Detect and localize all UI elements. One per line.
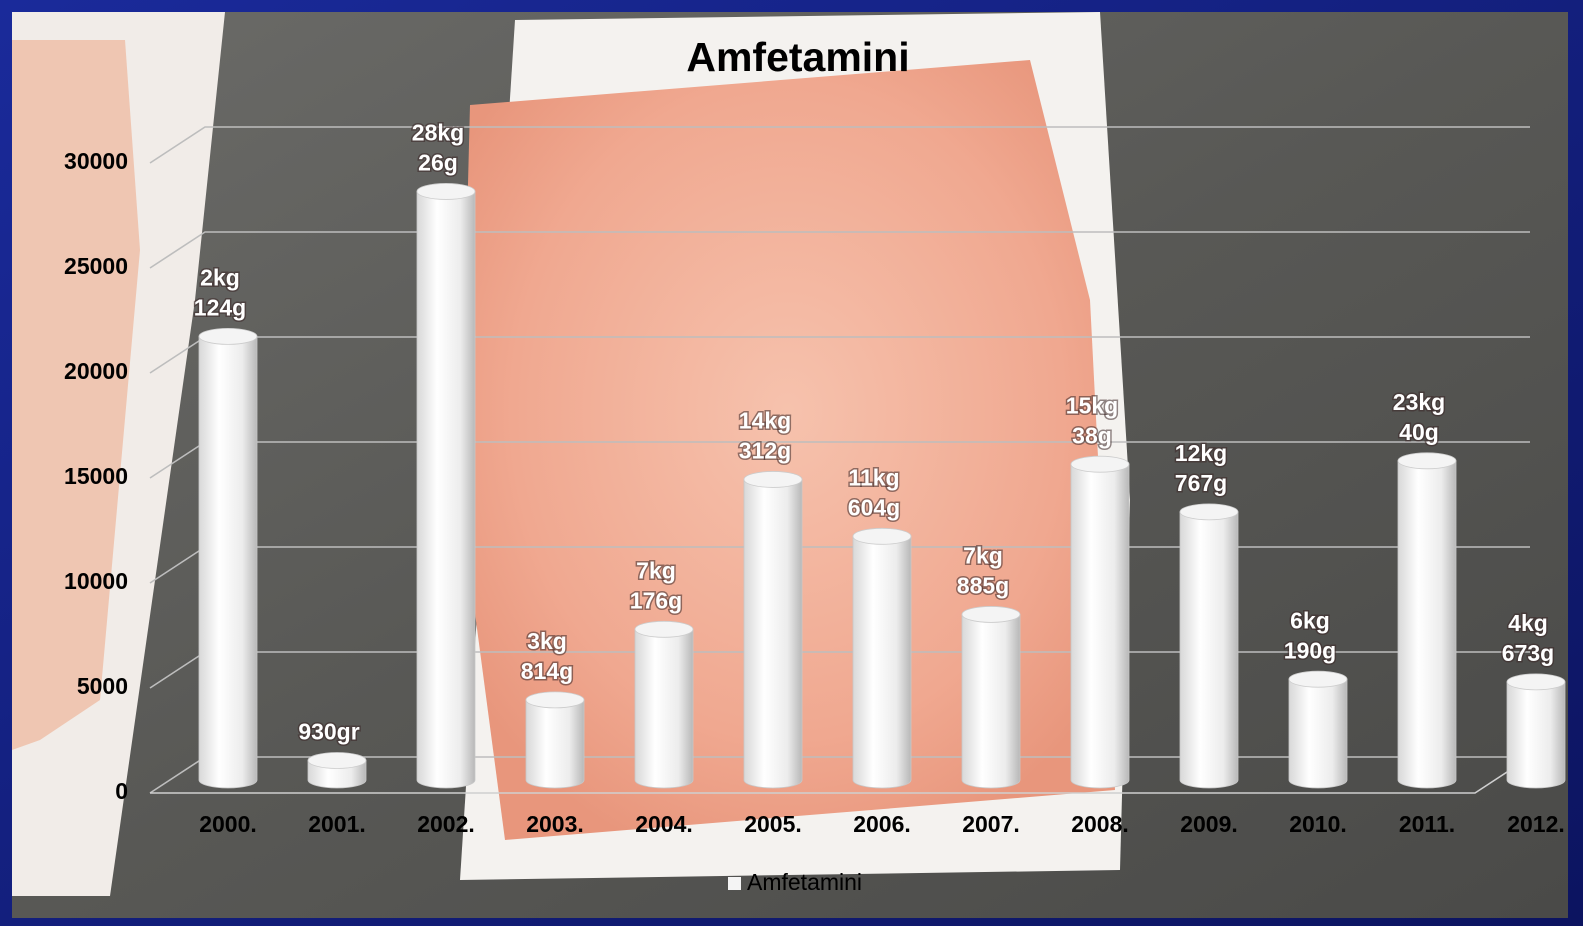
x-tick-label: 2012. [1507, 811, 1565, 837]
value-label: 7kg [636, 557, 676, 583]
value-label: 6kg [1290, 607, 1330, 633]
x-tick-label: 2005. [744, 811, 802, 837]
value-label: 23kg [1393, 389, 1445, 415]
x-tick-label: 2008. [1071, 811, 1129, 837]
y-tick-label: 0 [115, 778, 128, 804]
bar-body [962, 614, 1020, 788]
value-label: 604g [848, 494, 900, 520]
value-label: 2kg [200, 264, 240, 290]
bar-top [199, 328, 257, 344]
bar-top [962, 606, 1020, 622]
page: {"chart_data": {"type": "bar", "title": … [0, 0, 1583, 926]
y-tick-label: 20000 [64, 358, 128, 384]
legend-label: Amfetamini [747, 869, 862, 895]
value-label: 190g [1284, 637, 1336, 663]
y-tick-label: 5000 [77, 673, 128, 699]
value-label: 40g [1399, 419, 1439, 445]
bar [1289, 671, 1347, 788]
value-label: 814g [521, 658, 573, 684]
bar [308, 752, 366, 788]
y-tick-label: 15000 [64, 463, 128, 489]
bar-top [417, 183, 475, 199]
bar-body [1071, 464, 1129, 788]
value-label: 312g [739, 438, 791, 464]
value-label: 673g [1502, 640, 1554, 666]
value-label: 28kg [412, 120, 464, 146]
bar-top [744, 471, 802, 487]
value-label: 12kg [1175, 440, 1227, 466]
x-tick-label: 2007. [962, 811, 1020, 837]
bar-top [635, 621, 693, 637]
legend-swatch [728, 877, 741, 890]
bar [526, 692, 584, 788]
bar-body [744, 479, 802, 788]
bar-body [853, 536, 911, 788]
x-tick-label: 2003. [526, 811, 584, 837]
x-tick-label: 2000. [199, 811, 257, 837]
value-label: 3kg [527, 628, 567, 654]
bar-top [1507, 674, 1565, 690]
bar-body [417, 191, 475, 788]
bar-body [1398, 461, 1456, 788]
value-label: 14kg [739, 408, 791, 434]
bar-top [1071, 456, 1129, 472]
value-label: 767g [1175, 470, 1227, 496]
value-label: 124g [194, 294, 246, 320]
bar [962, 606, 1020, 788]
value-label: 176g [630, 587, 682, 613]
bar-top [526, 692, 584, 708]
value-label: 885g [957, 572, 1009, 598]
bar-top [853, 528, 911, 544]
x-tick-label: 2002. [417, 811, 475, 837]
bar-top [308, 752, 366, 768]
value-label: 15kg [1066, 392, 1118, 418]
bar [853, 528, 911, 788]
x-tick-label: 2006. [853, 811, 911, 837]
value-label: 26g [418, 150, 458, 176]
value-label: 11kg [848, 464, 899, 490]
bar-body [1507, 682, 1565, 788]
bar-top [1289, 671, 1347, 687]
x-tick-label: 2001. [308, 811, 366, 837]
bar-body [1289, 679, 1347, 788]
bar [417, 183, 475, 788]
bar [199, 328, 257, 788]
bar-body [199, 336, 257, 788]
x-tick-label: 2009. [1180, 811, 1238, 837]
bar-body [1180, 512, 1238, 788]
y-tick-label: 25000 [64, 253, 128, 279]
y-tick-label: 10000 [64, 568, 128, 594]
bar-top [1180, 504, 1238, 520]
value-label: 930gr [298, 719, 359, 745]
bar [1071, 456, 1129, 788]
chart-title: Amfetamini [686, 34, 909, 80]
bar-top [1398, 453, 1456, 469]
bar [635, 621, 693, 788]
x-tick-label: 2004. [635, 811, 693, 837]
value-label: 7kg [963, 542, 1003, 568]
bar [744, 471, 802, 788]
value-label: 38g [1072, 422, 1112, 448]
bar [1398, 453, 1456, 788]
chart: Amfetamini 0 5000 10000 15000 20000 25000 3000… [0, 0, 1583, 926]
bar-body [635, 629, 693, 788]
x-tick-label: 2011. [1399, 811, 1455, 837]
bar [1507, 674, 1565, 788]
bar [1180, 504, 1238, 788]
x-tick-label: 2010. [1289, 811, 1347, 837]
value-label: 4kg [1508, 610, 1548, 636]
y-tick-label: 30000 [64, 148, 128, 174]
bar-body [526, 700, 584, 788]
